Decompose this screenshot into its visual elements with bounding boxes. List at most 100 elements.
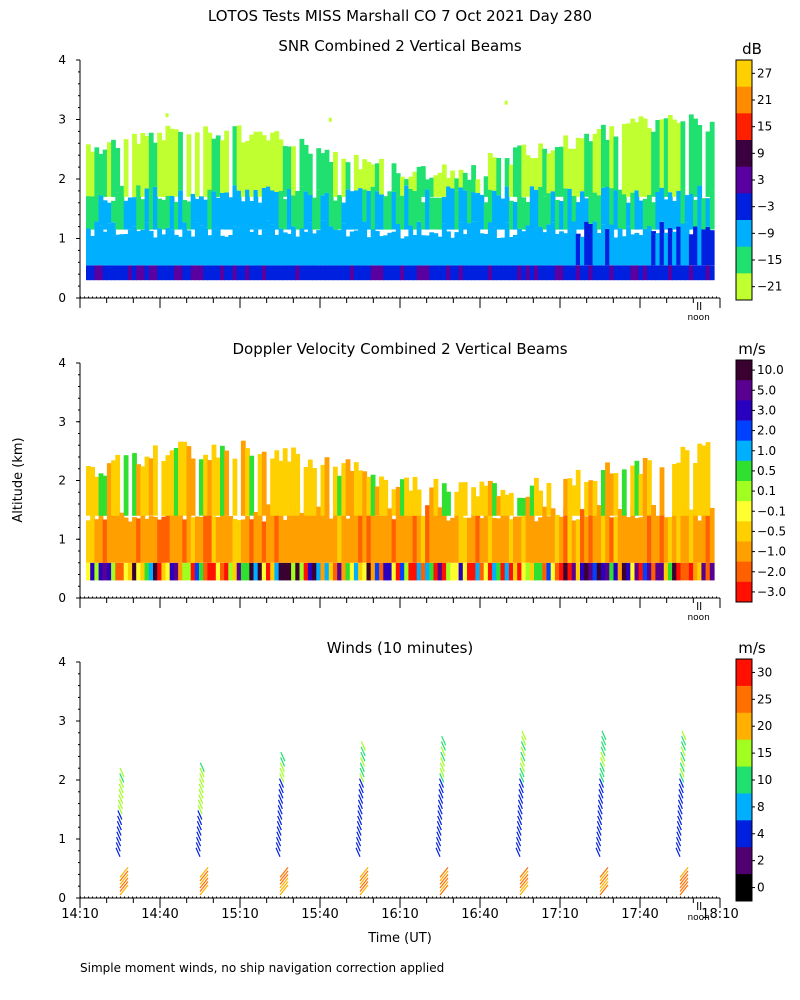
doppler-cell <box>94 519 100 563</box>
snr-cell <box>651 202 656 230</box>
doppler-cell <box>462 517 468 563</box>
snr-cell <box>601 124 606 188</box>
x-tick-label: 14:10 <box>61 907 98 922</box>
snr-cell <box>538 265 543 281</box>
wind-barb <box>117 804 123 815</box>
doppler-cell <box>584 482 589 516</box>
doppler-cell <box>257 454 263 516</box>
snr-cell <box>550 191 556 223</box>
snr-cell <box>366 237 372 266</box>
doppler-cell <box>236 520 242 563</box>
snr-cell <box>220 235 225 266</box>
doppler-cell <box>416 489 422 516</box>
doppler-cell <box>492 518 497 563</box>
snr-cell <box>634 232 640 266</box>
snr-cell <box>362 189 368 222</box>
snr-cell <box>282 146 288 197</box>
wind-barb <box>357 815 363 826</box>
snr-cell <box>165 125 171 196</box>
panel-title: Winds (10 minutes) <box>327 639 474 657</box>
doppler-cell <box>521 497 527 516</box>
doppler-cell <box>408 490 414 516</box>
wind-barb <box>279 866 289 878</box>
doppler-cell <box>688 562 694 581</box>
snr-cell <box>621 236 627 266</box>
snr-cell <box>550 265 556 281</box>
snr-cell <box>287 265 292 281</box>
snr-cell <box>379 158 384 195</box>
snr-cell <box>621 265 627 281</box>
snr-cell <box>140 133 146 197</box>
snr-cell <box>320 195 326 221</box>
wind-barb <box>117 815 123 826</box>
wind-barb <box>198 789 204 799</box>
doppler-cell <box>291 447 296 516</box>
doppler-cell <box>178 562 183 581</box>
snr-cell <box>496 158 502 196</box>
doppler-cell <box>592 481 598 516</box>
snr-cell <box>307 265 313 281</box>
colorbar-swatch <box>736 766 752 794</box>
doppler-cell <box>621 562 627 581</box>
snr-cell <box>316 230 322 266</box>
snr-cell <box>487 189 493 223</box>
snr-cell <box>341 158 347 197</box>
wind-barb <box>117 799 123 810</box>
wind-barb <box>440 757 446 767</box>
snr-cell <box>270 224 275 266</box>
doppler-cell <box>236 562 242 581</box>
snr-cell <box>680 223 686 266</box>
snr-cell <box>626 123 631 197</box>
doppler-cell <box>341 507 347 563</box>
doppler-cell <box>630 506 636 563</box>
doppler-cell <box>676 507 682 563</box>
snr-cell <box>383 235 389 266</box>
wind-barb <box>279 874 289 885</box>
doppler-cell <box>341 562 347 581</box>
colorbar-swatch <box>736 273 752 301</box>
snr-cell <box>672 265 677 281</box>
snr-cell <box>663 118 669 197</box>
colorbar-swatch <box>736 581 752 603</box>
snr-cell <box>337 265 342 281</box>
colorbar-swatch <box>736 440 752 462</box>
wind-barb <box>116 831 122 842</box>
doppler-cell <box>106 505 112 563</box>
doppler-cell <box>693 562 698 581</box>
snr-cell <box>655 233 661 266</box>
snr-cell <box>667 265 673 281</box>
doppler-cell <box>182 441 188 516</box>
doppler-cell <box>136 518 141 563</box>
doppler-cell <box>203 504 208 563</box>
doppler-cell <box>287 512 292 563</box>
doppler-cell <box>383 515 389 563</box>
snr-cell <box>328 265 334 281</box>
doppler-cell <box>144 562 150 581</box>
doppler-cell <box>115 454 121 516</box>
snr-cell <box>584 133 589 197</box>
snr-cell <box>316 189 322 230</box>
snr-cell <box>395 224 401 266</box>
snr-cell <box>173 129 179 197</box>
doppler-cell <box>517 516 522 563</box>
wind-barb <box>439 877 449 889</box>
doppler-cell <box>362 562 368 581</box>
wind-barb <box>359 874 369 885</box>
wind-barb <box>675 842 681 852</box>
snr-cell <box>266 220 271 266</box>
wind-barb <box>196 820 202 831</box>
snr-cell <box>215 227 221 266</box>
snr-cell <box>287 146 292 189</box>
snr-cell <box>580 265 585 281</box>
doppler-cell <box>370 562 376 581</box>
colorbar-label: 9 <box>757 146 765 160</box>
wind-barb <box>436 826 442 836</box>
wind-barb <box>357 804 363 815</box>
doppler-cell <box>106 463 112 516</box>
doppler-cell <box>395 486 401 516</box>
doppler-cell <box>345 518 351 563</box>
doppler-cell <box>446 562 451 581</box>
snr-cell <box>441 223 447 266</box>
doppler-cell <box>291 504 296 563</box>
snr-cell <box>525 155 531 197</box>
